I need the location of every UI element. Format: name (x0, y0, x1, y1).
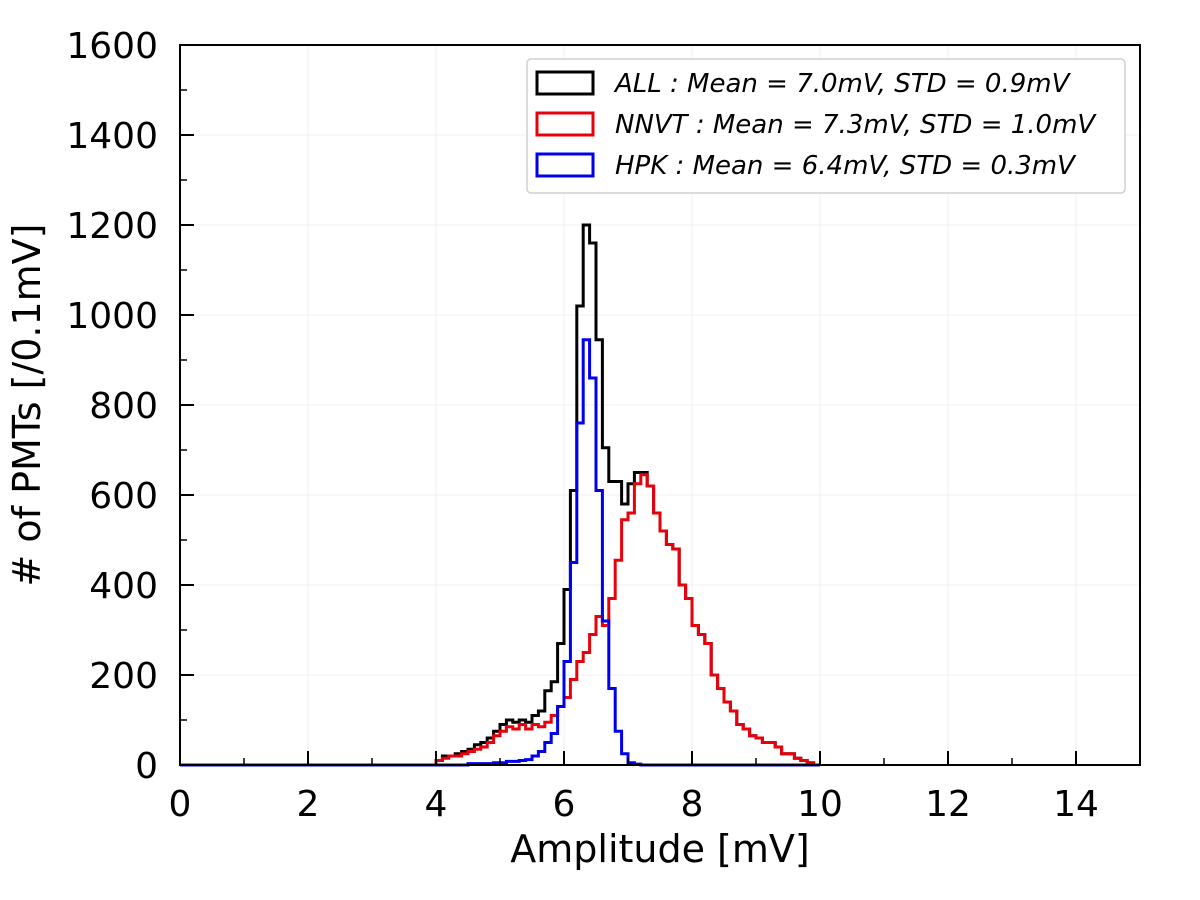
x-axis-title: Amplitude [mV] (510, 827, 809, 871)
x-tick-label: 12 (925, 784, 971, 825)
y-tick-label: 1600 (66, 26, 158, 67)
legend-label-all: ALL : Mean = 7.0mV, STD = 0.9mV (613, 69, 1072, 99)
legend-label-nnvt: NNVT : Mean = 7.3mV, STD = 1.0mV (615, 110, 1097, 140)
x-tick-label: 4 (425, 784, 448, 825)
x-tick-label: 6 (553, 784, 576, 825)
legend-swatch-nnvt (535, 111, 595, 137)
y-tick-label: 0 (135, 746, 158, 787)
legend-swatch-hpk (535, 152, 595, 178)
x-tick-label: 0 (169, 784, 192, 825)
legend-swatch-all (535, 70, 595, 96)
x-tick-label: 8 (681, 784, 704, 825)
x-tick-label: 14 (1053, 784, 1099, 825)
y-tick-label: 800 (89, 386, 158, 427)
legend-frame (526, 58, 1126, 194)
legend: ALL : Mean = 7.0mV, STD = 0.9mV NNVT : M… (526, 58, 1126, 194)
x-tick-label: 2 (297, 784, 320, 825)
x-tick-label: 10 (797, 784, 843, 825)
ticks: 0 2 4 6 8 10 12 14 0 200 400 600 800 1000 1200 1400 1600 (66, 26, 1099, 825)
y-tick-label: 1200 (66, 206, 158, 247)
y-tick-label: 200 (89, 656, 158, 697)
y-tick-label: 600 (89, 476, 158, 517)
legend-label-hpk: HPK : Mean = 6.4mV, STD = 0.3mV (615, 151, 1077, 181)
y-axis-title: # of PMTs [/0.1mV] (5, 223, 49, 586)
y-tick-label: 1400 (66, 116, 158, 157)
series-nnvt-histogram (180, 473, 820, 767)
y-tick-label: 1000 (66, 296, 158, 337)
y-tick-label: 400 (89, 566, 158, 607)
